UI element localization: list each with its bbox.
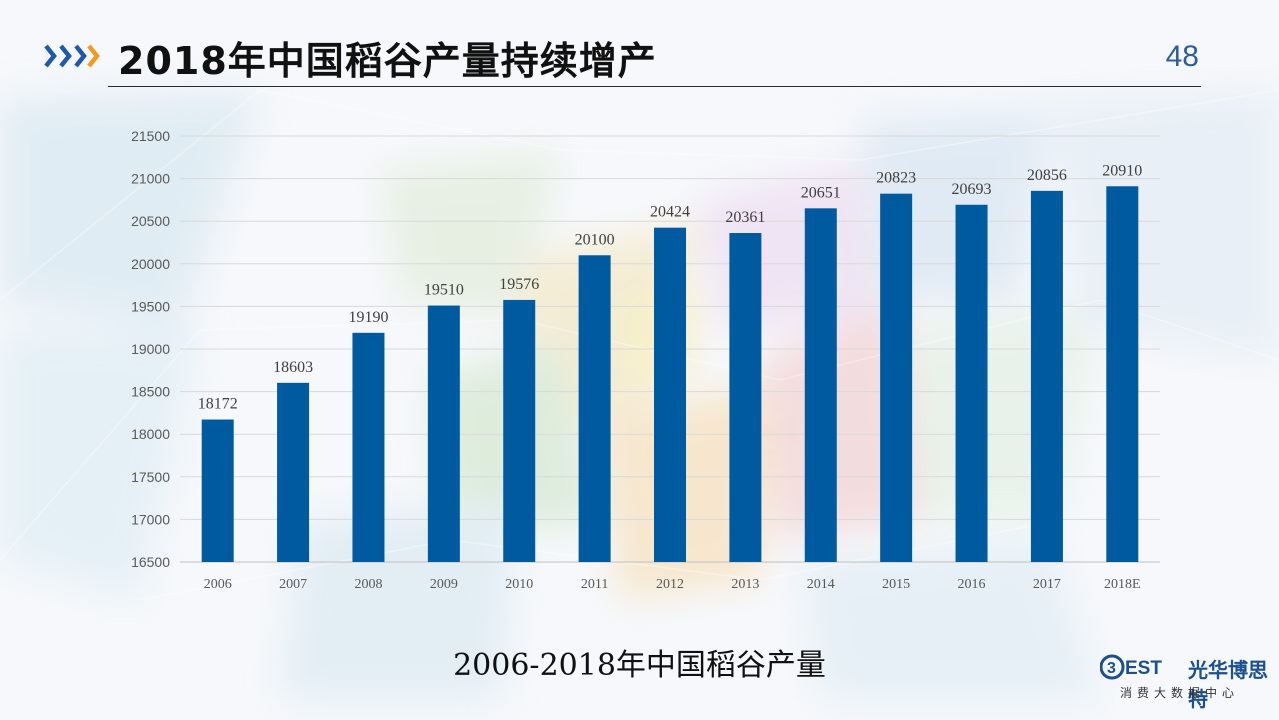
title-divider bbox=[108, 86, 1201, 87]
data-label-2016: 20693 bbox=[952, 181, 992, 198]
bar-2006 bbox=[201, 419, 234, 562]
page-number: 48 bbox=[1165, 40, 1199, 73]
x-tick-label-2012: 2012 bbox=[656, 577, 684, 592]
y-tick-label: 21500 bbox=[131, 128, 170, 144]
data-label-2010: 19576 bbox=[499, 276, 539, 293]
y-tick-label: 17500 bbox=[131, 469, 170, 485]
data-labels: 18172 18603 19190 19510 19576 20100 20424 20361… bbox=[198, 162, 1143, 412]
bar-2012 bbox=[654, 227, 686, 562]
svg-text:3: 3 bbox=[1107, 660, 1116, 677]
best-logo-mark: 3 EST bbox=[1100, 654, 1162, 680]
data-label-2006: 18172 bbox=[198, 396, 238, 413]
y-tick-label: 16500 bbox=[131, 554, 170, 570]
bar-2018E bbox=[1106, 186, 1139, 562]
x-tick-label-2006: 2006 bbox=[204, 577, 232, 592]
bar-2013 bbox=[729, 233, 762, 563]
y-tick-label: 18000 bbox=[131, 426, 170, 442]
x-tick-label-2014: 2014 bbox=[807, 577, 835, 592]
x-tick-label-2017: 2017 bbox=[1033, 577, 1061, 592]
chart-bars bbox=[201, 186, 1139, 563]
x-tick-label-2010: 2010 bbox=[505, 577, 533, 592]
x-tick-label-2013: 2013 bbox=[731, 577, 759, 592]
bar-2010 bbox=[503, 299, 536, 562]
data-label-2007: 18603 bbox=[273, 359, 313, 376]
bar-2016 bbox=[955, 204, 988, 562]
x-axis-ticks: 2006 2007 2008 2009 2010 2011 2012 2013 2014 2015… bbox=[204, 577, 1141, 592]
data-label-2008: 19190 bbox=[348, 309, 388, 326]
x-tick-label-2016: 2016 bbox=[958, 577, 986, 592]
x-tick-label-2018E: 2018E bbox=[1104, 577, 1141, 592]
y-tick-label: 17000 bbox=[131, 511, 170, 527]
x-tick-label-2007: 2007 bbox=[279, 577, 307, 592]
bar-2008 bbox=[352, 332, 385, 562]
y-tick-label: 20000 bbox=[131, 256, 170, 272]
bar-2009 bbox=[427, 305, 460, 562]
bar-2014 bbox=[804, 208, 837, 563]
chevron-right-icon bbox=[44, 44, 100, 68]
bar-2017 bbox=[1030, 190, 1063, 562]
chart-caption: 2006-2018年中国稻谷产量 bbox=[453, 648, 826, 683]
slide-header: 2018年中国稻谷产量持续增产 48 bbox=[0, 0, 1279, 92]
data-label-2012: 20424 bbox=[650, 204, 690, 221]
data-label-2013: 20361 bbox=[725, 209, 765, 226]
x-tick-label-2008: 2008 bbox=[354, 577, 382, 592]
x-tick-label-2009: 2009 bbox=[430, 577, 458, 592]
data-label-2015: 20823 bbox=[876, 170, 916, 187]
y-tick-label: 18500 bbox=[131, 384, 170, 400]
y-tick-label: 19000 bbox=[131, 341, 170, 357]
logo-company-name: 光华博思特 bbox=[1188, 658, 1268, 711]
svg-text:EST: EST bbox=[1125, 658, 1162, 679]
x-tick-label-2011: 2011 bbox=[581, 577, 608, 592]
y-tick-label: 19500 bbox=[131, 298, 170, 314]
data-label-2017: 20856 bbox=[1027, 167, 1067, 184]
data-label-2018E: 20910 bbox=[1102, 162, 1142, 179]
logo-subtitle: 消费大数据中心 bbox=[1120, 686, 1240, 700]
y-axis-ticks: 16500 17000 17500 18000 18500 19000 19500 20000… bbox=[131, 128, 170, 570]
data-label-2014: 20651 bbox=[801, 184, 841, 201]
slide-title: 2018年中国稻谷产量持续增产 bbox=[118, 39, 657, 83]
company-logo: 3 EST 光华博思特 消费大数据中心 bbox=[1100, 654, 1270, 714]
y-tick-label: 20500 bbox=[131, 213, 170, 229]
data-label-2009: 19510 bbox=[424, 282, 464, 299]
bar-2007 bbox=[277, 382, 310, 562]
y-tick-label: 21000 bbox=[131, 171, 170, 187]
bar-2011 bbox=[578, 255, 611, 562]
bar-2015 bbox=[880, 193, 913, 562]
data-label-2011: 20100 bbox=[575, 231, 615, 248]
x-tick-label-2015: 2015 bbox=[882, 577, 910, 592]
